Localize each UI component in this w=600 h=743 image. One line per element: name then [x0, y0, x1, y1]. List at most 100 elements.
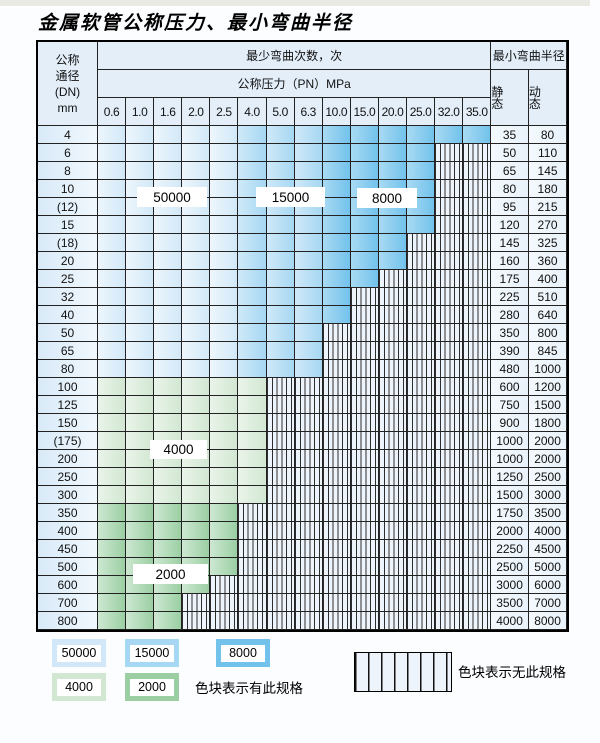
no-spec-cell	[435, 378, 464, 396]
dn-cell: 200	[38, 450, 98, 468]
dn-cell: (12)	[38, 198, 98, 216]
spec-cell	[266, 144, 295, 162]
spec-cell	[378, 144, 408, 162]
spec-cell	[378, 126, 408, 144]
no-spec-cell	[238, 504, 267, 522]
no-spec-cell	[407, 414, 436, 432]
spec-cell	[238, 414, 267, 432]
pressure-value-header: 35.0	[463, 98, 492, 126]
pressure-value-header: 15.0	[350, 98, 379, 126]
no-spec-cell	[435, 144, 464, 162]
spec-cell	[182, 144, 211, 162]
spec-cell	[294, 342, 323, 360]
no-spec-cell	[463, 540, 492, 558]
no-spec-cell	[463, 306, 492, 324]
spec-cell	[238, 288, 267, 306]
spec-cell	[210, 306, 239, 324]
no-spec-cell	[463, 432, 492, 450]
dn-cell: 50	[38, 324, 98, 342]
no-spec-cell	[294, 594, 323, 612]
spec-cell	[182, 162, 211, 180]
no-spec-cell	[378, 522, 408, 540]
no-spec-cell	[266, 576, 295, 594]
no-spec-cell	[266, 468, 295, 486]
spec-cell	[322, 306, 351, 324]
dn-cell: 25	[38, 270, 98, 288]
no-spec-cell	[266, 432, 295, 450]
dynamic-radius-cell: 4500	[528, 540, 568, 558]
legend-has-spec-note: 色块表示有此规格	[195, 681, 303, 696]
no-spec-cell	[266, 558, 295, 576]
spec-cell	[350, 234, 379, 252]
no-spec-cell	[435, 342, 464, 360]
dynamic-radius-cell: 1500	[528, 396, 568, 414]
dynamic-radius-cell: 2000	[528, 450, 568, 468]
static-radius-cell: 280	[491, 306, 529, 324]
spec-cell	[238, 252, 267, 270]
dn-cell: (175)	[38, 432, 98, 450]
no-spec-cell	[435, 612, 464, 630]
no-spec-cell	[463, 162, 492, 180]
no-spec-cell	[463, 288, 492, 306]
spec-cell	[266, 162, 295, 180]
spec-cell	[98, 216, 127, 234]
pressure-value-header: 32.0	[435, 98, 464, 126]
spec-cell	[98, 342, 127, 360]
spec-cell	[238, 378, 267, 396]
dn-cell: 6	[38, 144, 98, 162]
no-spec-cell	[322, 486, 351, 504]
spec-cell	[182, 360, 211, 378]
spec-cell	[266, 288, 295, 306]
spec-cell	[266, 126, 295, 144]
no-spec-cell	[322, 594, 351, 612]
spec-cell	[126, 252, 155, 270]
spec-cell	[98, 576, 127, 594]
dynamic-radius-cell: 800	[528, 324, 568, 342]
dn-cell: 450	[38, 540, 98, 558]
spec-cell	[350, 144, 379, 162]
spec-cell	[126, 234, 155, 252]
spec-cell	[322, 270, 351, 288]
spec-cell	[154, 216, 183, 234]
spec-cell	[126, 504, 155, 522]
no-spec-cell	[463, 504, 492, 522]
spec-cell	[154, 414, 183, 432]
no-spec-cell	[238, 612, 267, 630]
spec-cell	[294, 270, 323, 288]
no-spec-cell	[350, 540, 379, 558]
static-radius-cell: 145	[491, 234, 529, 252]
spec-cell	[154, 324, 183, 342]
legend-swatch-label: 4000	[57, 678, 101, 696]
dn-cell: 32	[38, 288, 98, 306]
static-radius-cell: 160	[491, 252, 529, 270]
spec-cell	[350, 270, 379, 288]
spec-cell	[98, 468, 127, 486]
dn-cell: 100	[38, 378, 98, 396]
spec-cell	[182, 216, 211, 234]
no-spec-cell	[238, 522, 267, 540]
legend-swatch-label: 15000	[130, 644, 174, 662]
spec-cell	[154, 594, 183, 612]
spec-cell	[266, 342, 295, 360]
no-spec-cell	[435, 486, 464, 504]
spec-cell	[378, 216, 408, 234]
spec-cell	[98, 306, 127, 324]
spec-cell	[210, 432, 239, 450]
no-spec-cell	[378, 342, 408, 360]
spec-cell	[210, 324, 239, 342]
spec-cell	[126, 396, 155, 414]
dn-cell: 700	[38, 594, 98, 612]
legend-swatch-15000: 15000	[125, 639, 179, 667]
dynamic-radius-cell: 2500	[528, 468, 568, 486]
no-spec-cell	[210, 576, 239, 594]
no-spec-cell	[435, 504, 464, 522]
spec-cell	[98, 378, 127, 396]
no-spec-cell	[210, 594, 239, 612]
spec-table: 公称 通径 (DN) mm 最少弯曲次数，次 最小弯曲半径 公称压力（PN）MP…	[36, 40, 570, 632]
no-spec-cell	[435, 594, 464, 612]
spec-cell	[98, 396, 127, 414]
spec-cell	[182, 486, 211, 504]
no-spec-cell	[407, 540, 436, 558]
spec-cell	[238, 468, 267, 486]
no-spec-cell	[435, 414, 464, 432]
